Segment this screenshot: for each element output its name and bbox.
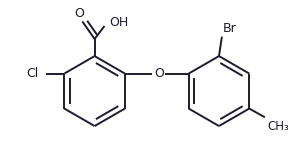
Text: O: O [154, 67, 164, 80]
Text: CH₃: CH₃ [268, 120, 290, 133]
Text: Br: Br [223, 22, 237, 35]
Text: O: O [74, 7, 84, 21]
Text: OH: OH [109, 16, 128, 29]
Text: Cl: Cl [26, 67, 38, 80]
